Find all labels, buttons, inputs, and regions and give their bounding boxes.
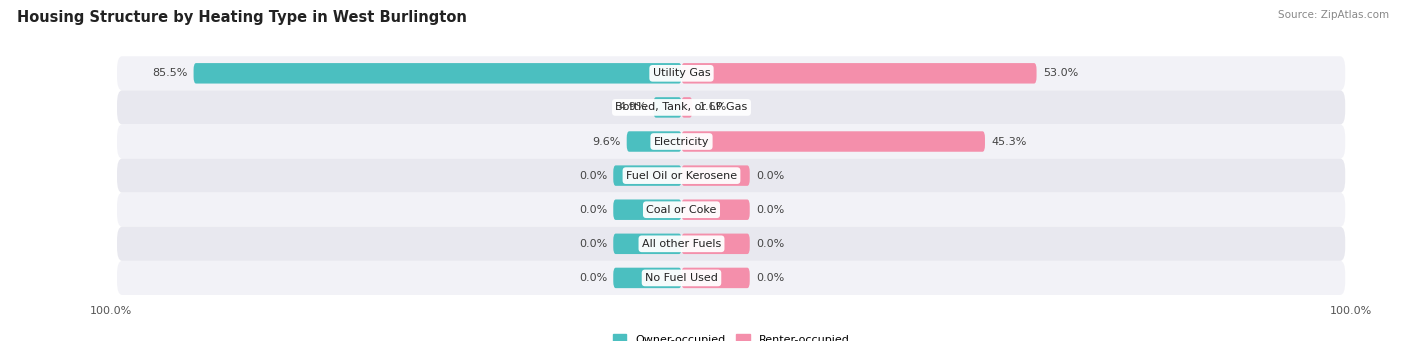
Text: Fuel Oil or Kerosene: Fuel Oil or Kerosene bbox=[626, 170, 737, 181]
FancyBboxPatch shape bbox=[682, 131, 986, 152]
Text: All other Fuels: All other Fuels bbox=[643, 239, 721, 249]
Text: Utility Gas: Utility Gas bbox=[652, 68, 710, 78]
Text: 0.0%: 0.0% bbox=[756, 170, 785, 181]
Text: 0.0%: 0.0% bbox=[756, 205, 785, 215]
FancyBboxPatch shape bbox=[627, 131, 682, 152]
Text: 45.3%: 45.3% bbox=[991, 136, 1026, 147]
FancyBboxPatch shape bbox=[117, 193, 1346, 227]
FancyBboxPatch shape bbox=[682, 199, 749, 220]
Text: 0.0%: 0.0% bbox=[756, 273, 785, 283]
FancyBboxPatch shape bbox=[117, 159, 1346, 193]
Text: 1.6%: 1.6% bbox=[699, 102, 727, 113]
Text: Electricity: Electricity bbox=[654, 136, 709, 147]
Text: 4.9%: 4.9% bbox=[619, 102, 647, 113]
Text: 0.0%: 0.0% bbox=[579, 170, 607, 181]
Text: Housing Structure by Heating Type in West Burlington: Housing Structure by Heating Type in Wes… bbox=[17, 10, 467, 25]
Text: 9.6%: 9.6% bbox=[592, 136, 620, 147]
Legend: Owner-occupied, Renter-occupied: Owner-occupied, Renter-occupied bbox=[609, 330, 853, 341]
Text: 85.5%: 85.5% bbox=[152, 68, 187, 78]
Text: 0.0%: 0.0% bbox=[579, 205, 607, 215]
FancyBboxPatch shape bbox=[613, 234, 682, 254]
FancyBboxPatch shape bbox=[613, 199, 682, 220]
FancyBboxPatch shape bbox=[682, 63, 1036, 84]
FancyBboxPatch shape bbox=[194, 63, 682, 84]
Text: 0.0%: 0.0% bbox=[579, 273, 607, 283]
Text: 0.0%: 0.0% bbox=[756, 239, 785, 249]
Text: No Fuel Used: No Fuel Used bbox=[645, 273, 718, 283]
FancyBboxPatch shape bbox=[613, 268, 682, 288]
FancyBboxPatch shape bbox=[117, 90, 1346, 124]
FancyBboxPatch shape bbox=[117, 261, 1346, 295]
Text: Source: ZipAtlas.com: Source: ZipAtlas.com bbox=[1278, 10, 1389, 20]
Text: 0.0%: 0.0% bbox=[579, 239, 607, 249]
Text: Coal or Coke: Coal or Coke bbox=[647, 205, 717, 215]
FancyBboxPatch shape bbox=[682, 97, 692, 118]
FancyBboxPatch shape bbox=[117, 56, 1346, 90]
FancyBboxPatch shape bbox=[117, 227, 1346, 261]
FancyBboxPatch shape bbox=[613, 165, 682, 186]
FancyBboxPatch shape bbox=[117, 124, 1346, 159]
FancyBboxPatch shape bbox=[682, 234, 749, 254]
FancyBboxPatch shape bbox=[682, 268, 749, 288]
FancyBboxPatch shape bbox=[654, 97, 682, 118]
FancyBboxPatch shape bbox=[682, 165, 749, 186]
Text: 53.0%: 53.0% bbox=[1043, 68, 1078, 78]
Text: Bottled, Tank, or LP Gas: Bottled, Tank, or LP Gas bbox=[616, 102, 748, 113]
